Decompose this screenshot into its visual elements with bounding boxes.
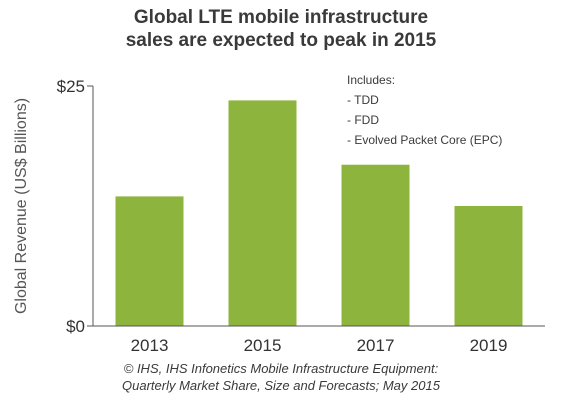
bar-2019: [454, 206, 523, 326]
chart-title-line-2: sales are expected to peak in 2015: [125, 30, 437, 51]
x-labels-layer: 2013 2015 2017 2019: [131, 336, 508, 355]
includes-note: Includes: - TDD - FDD - Evolved Packet Core…: [347, 73, 502, 147]
includes-note-line-0: Includes:: [347, 73, 395, 87]
bar-2017: [341, 164, 410, 326]
chart-title-line-1: Global LTE mobile infrastructure: [133, 7, 429, 28]
includes-note-line-3: - Evolved Packet Core (EPC): [347, 133, 502, 147]
chart-title: Global LTE mobile infrastructure sales a…: [0, 6, 562, 52]
y-tick-label-25: $25: [57, 77, 85, 96]
includes-note-line-1: - TDD: [347, 93, 379, 107]
bar-2015: [228, 100, 297, 327]
source-line-1: © IHS, IHS Infonetics Mobile Infrastruct…: [123, 361, 439, 376]
x-tick-label-2019: 2019: [470, 336, 508, 355]
source-note: © IHS, IHS Infonetics Mobile Infrastruct…: [0, 360, 562, 394]
x-tick-label-2017: 2017: [357, 336, 395, 355]
y-ticks-layer: $0 $25: [57, 77, 93, 336]
source-line-2: Quarterly Market Share, Size and Forecas…: [122, 378, 440, 393]
includes-note-line-2: - FDD: [347, 113, 379, 127]
bar-2013: [115, 196, 184, 326]
x-tick-label-2013: 2013: [131, 336, 169, 355]
y-tick-label-0: $0: [66, 317, 85, 336]
bars-layer: [115, 100, 523, 327]
y-axis-label: Global Revenue (US$ Billions): [13, 98, 30, 314]
x-tick-label-2015: 2015: [244, 336, 282, 355]
